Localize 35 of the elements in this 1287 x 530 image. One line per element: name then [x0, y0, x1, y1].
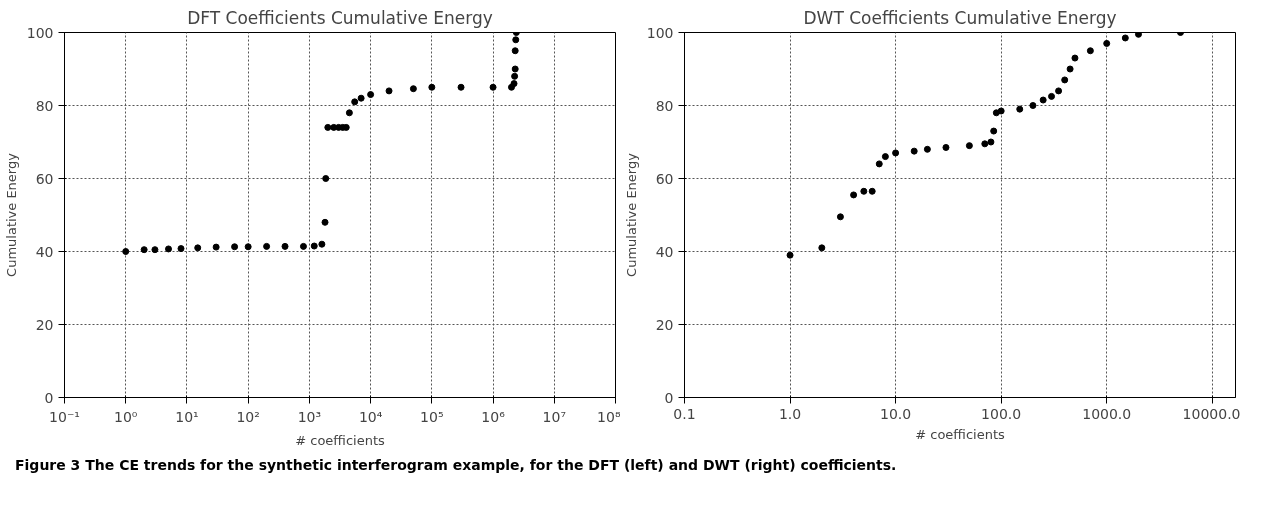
y-tick-label: 0 — [664, 389, 674, 406]
y-tick-label: 20 — [655, 316, 674, 333]
x-axis-title: # coefficients — [915, 426, 1006, 442]
x-tick-label: 10⁶ — [481, 408, 506, 425]
y-tick-label: 20 — [35, 316, 54, 333]
x-axis-title: # coefficients — [295, 432, 386, 448]
y-tick-label: 0 — [44, 389, 54, 406]
x-tick-label: 10⁵ — [420, 408, 444, 425]
y-axis-title: Cumulative Energy — [623, 152, 639, 277]
y-tick-label: 40 — [35, 243, 54, 260]
y-tick-label: 40 — [655, 243, 674, 260]
y-tick-label: 80 — [655, 97, 674, 114]
chart-title: DFT Coefficients Cumulative Energy — [187, 7, 493, 28]
y-tick-label: 80 — [35, 97, 54, 114]
x-tick-label: 10³ — [297, 408, 322, 425]
x-tick-label: 10⁰ — [114, 408, 138, 425]
caption: Figure 3 The CE trends for the synthetic interferogram example, for the DFT (left) and DWT (right) coefficients. — [15, 456, 897, 475]
x-tick-label: 1000.0 — [1082, 405, 1132, 422]
x-tick-label: 0.1 — [673, 405, 696, 422]
x-tick-label: 10¹ — [175, 408, 199, 425]
y-tick-label: 100 — [646, 24, 674, 41]
y-axis-title: Cumulative Energy — [3, 152, 19, 277]
y-tick-label: 100 — [26, 24, 54, 41]
x-tick-label: 10⁴ — [358, 408, 383, 425]
x-tick-label: 10⁷ — [542, 408, 566, 425]
x-tick-label: 1.0 — [778, 405, 802, 422]
x-tick-label: 10² — [236, 408, 260, 425]
chart-title: DWT Coefficients Cumulative Energy — [803, 7, 1117, 28]
x-tick-label: 10000.0 — [1182, 405, 1241, 422]
x-tick-label: 10⁸ — [597, 408, 621, 425]
y-tick-label: 60 — [35, 170, 54, 187]
x-tick-label: 10⁻¹ — [49, 408, 80, 425]
x-tick-label: 100.0 — [981, 405, 1022, 422]
y-tick-label: 60 — [655, 170, 674, 187]
x-tick-label: 10.0 — [880, 405, 912, 422]
